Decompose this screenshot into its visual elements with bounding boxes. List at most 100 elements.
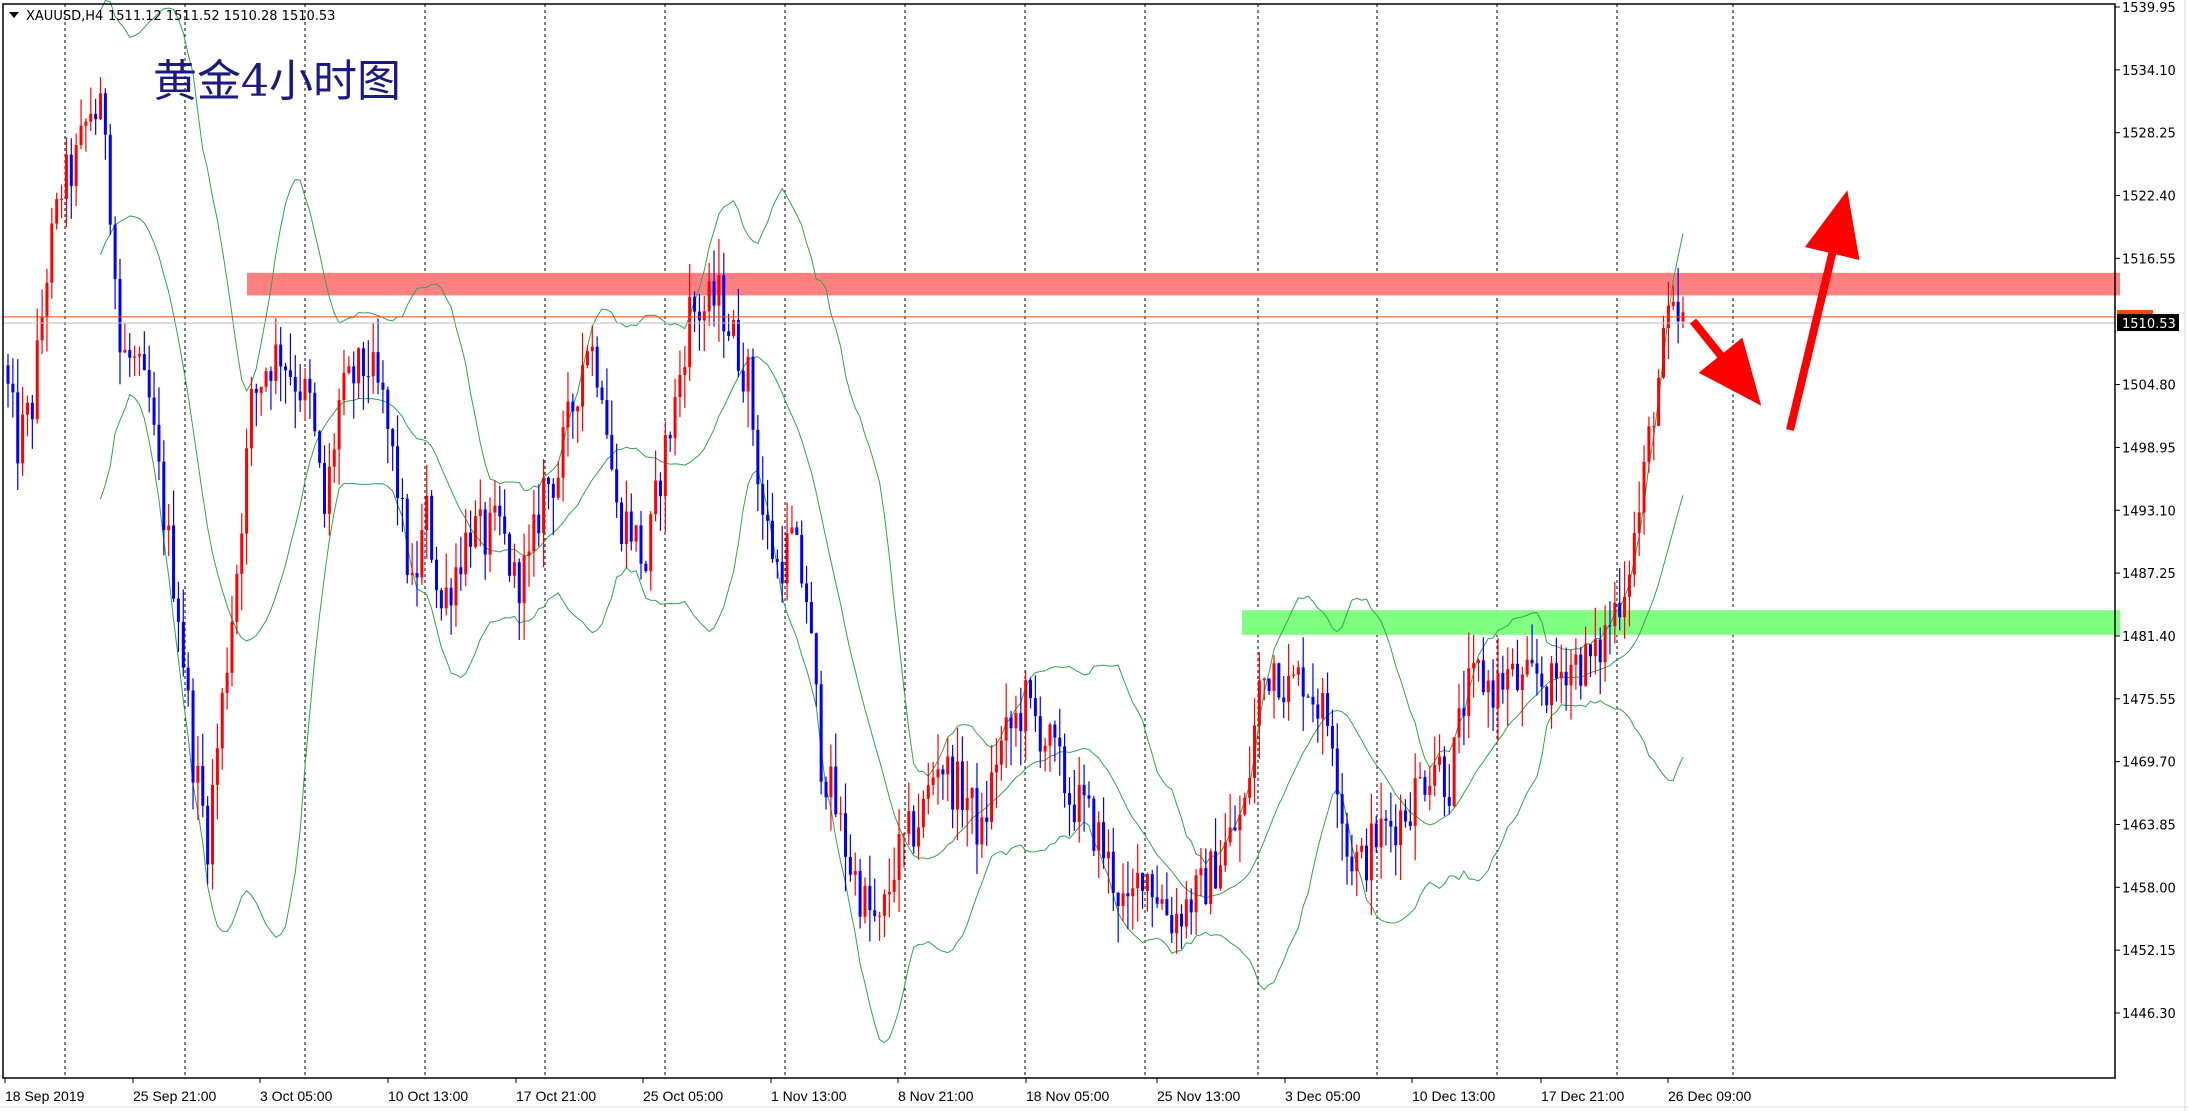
candle-body <box>907 811 911 834</box>
candle-body <box>858 870 862 917</box>
candle-body <box>834 766 838 815</box>
candle-body <box>1593 639 1597 657</box>
chart-header: XAUUSD,H4 1511.12 1511.52 1510.28 1510.5… <box>9 9 335 24</box>
candle-body <box>1282 697 1286 702</box>
candle-body <box>990 772 994 822</box>
candle-body <box>600 387 604 401</box>
candle-body <box>1238 814 1242 831</box>
candle-body <box>1462 708 1466 716</box>
triangle-down-icon[interactable] <box>9 12 19 18</box>
candle-body <box>678 374 682 398</box>
candle-body <box>1126 893 1130 897</box>
candle-body <box>1121 893 1125 907</box>
candle-body <box>1209 851 1213 904</box>
candle-body <box>425 495 429 531</box>
candle-body <box>1053 724 1057 738</box>
candle-body <box>1618 602 1622 618</box>
candle-body <box>279 344 283 367</box>
candle-body <box>508 533 512 576</box>
candle-body <box>1511 663 1515 670</box>
candle-body <box>693 296 697 312</box>
candle-body <box>1481 660 1485 693</box>
candle-body <box>1067 793 1071 805</box>
candle-body <box>303 378 307 401</box>
candle-body <box>220 692 224 749</box>
candle-body <box>298 391 302 401</box>
candle-body <box>99 93 103 120</box>
candle-body <box>853 870 857 875</box>
candle-body <box>1506 669 1510 690</box>
candle-body <box>1457 708 1461 738</box>
time-axis[interactable]: 18 Sep 2019 25 Sep 21:00 3 Oct 05:00 10 Oct… <box>4 1078 1751 1104</box>
ask-price-marker <box>2117 310 2153 315</box>
candle-body <box>459 567 463 575</box>
candle-body <box>756 429 760 485</box>
candle-body <box>103 93 107 135</box>
x-tick-label: 10 Oct 13:00 <box>388 1088 468 1104</box>
candle-body <box>1413 778 1417 826</box>
candle-body <box>1652 425 1656 427</box>
candle-body <box>517 562 521 604</box>
candle-body <box>488 512 492 555</box>
candle-body <box>137 354 141 357</box>
candle-body <box>1442 756 1446 797</box>
candle-body <box>741 370 745 392</box>
candle-body <box>766 514 770 521</box>
candle-body <box>1525 659 1529 675</box>
candle-body <box>74 145 78 186</box>
candle-body <box>1530 659 1534 664</box>
candle-body <box>654 480 658 515</box>
candle-body <box>1033 698 1037 717</box>
candle-body <box>1540 673 1544 687</box>
candle-body <box>1253 725 1257 778</box>
candle-body <box>1301 667 1305 697</box>
candle-body <box>254 388 258 393</box>
candle-body <box>615 469 619 503</box>
candle-body <box>1291 674 1295 676</box>
candle-body <box>824 781 828 798</box>
candle-body <box>936 769 940 778</box>
candle-body <box>434 559 438 591</box>
candle-body <box>1287 675 1291 702</box>
candle-body <box>1248 777 1252 798</box>
candle-body <box>512 562 516 576</box>
y-tick-label: 1504.80 <box>2122 379 2176 394</box>
grid-lines <box>64 4 1734 1078</box>
candle-body <box>167 525 171 531</box>
candle-body <box>1403 810 1407 822</box>
candle-body <box>917 827 921 847</box>
candle-body <box>800 534 804 584</box>
candle-body <box>965 798 969 810</box>
candle-body <box>1326 693 1330 726</box>
candle-body <box>1535 663 1539 674</box>
candle-body <box>1048 724 1052 746</box>
x-tick-label: 17 Dec 21:00 <box>1541 1088 1624 1104</box>
candle-body <box>1189 899 1193 913</box>
price-axis[interactable]: 1539.95 1534.10 1528.25 1522.40 1516.55 1510.… <box>2115 1 2179 1022</box>
candle-body <box>1262 678 1266 681</box>
candle-body <box>1428 785 1432 795</box>
candle-body <box>585 351 589 366</box>
candle-body <box>1330 725 1334 749</box>
candle-body <box>770 520 774 560</box>
candle-body <box>1501 672 1505 690</box>
candle-body <box>1369 823 1373 881</box>
candle-body <box>332 449 336 467</box>
candle-body <box>1214 851 1218 889</box>
candle-body <box>123 349 127 353</box>
candle-body <box>785 533 789 584</box>
x-tick-label: 10 Dec 13:00 <box>1412 1088 1495 1104</box>
candle-body <box>1564 671 1568 686</box>
candle-body <box>1447 796 1451 806</box>
arrows <box>1689 190 1860 431</box>
candle-body <box>464 532 468 575</box>
candle-body <box>128 349 132 358</box>
x-tick-label: 25 Oct 05:00 <box>643 1088 723 1104</box>
candle-body <box>69 154 73 186</box>
candle-body <box>1223 842 1227 866</box>
candle-body <box>1452 737 1456 806</box>
candle-body <box>1335 748 1339 795</box>
candle-body <box>1141 872 1145 892</box>
candle-body <box>157 424 161 462</box>
